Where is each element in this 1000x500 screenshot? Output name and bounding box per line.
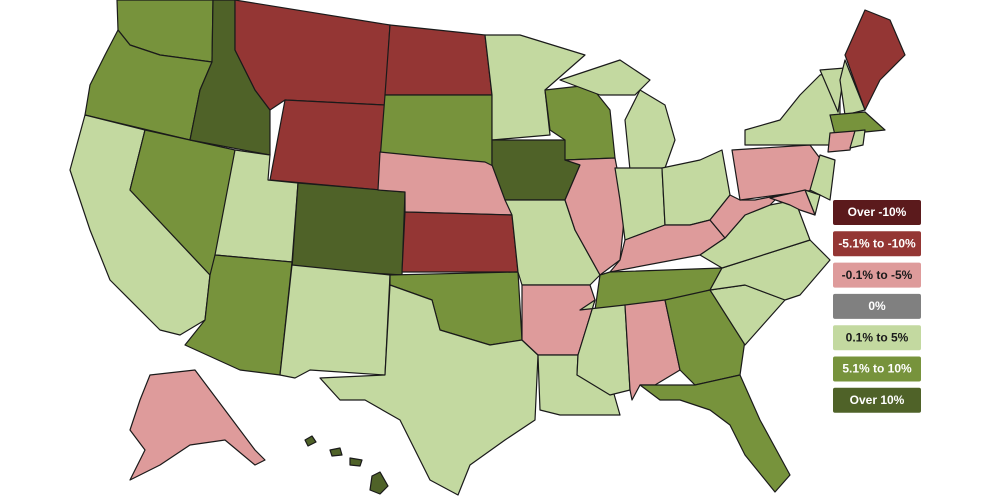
states: [69, 0, 906, 496]
state: [369, 471, 389, 495]
legend: Over -10% -5.1% to -10% -0.1% to -5% 0% 0.1%…: [833, 200, 921, 413]
state: [809, 154, 836, 201]
state: [744, 69, 841, 146]
state: [319, 284, 539, 496]
state: [769, 189, 816, 216]
state: [304, 435, 317, 447]
state: [849, 129, 866, 149]
legend-label: 0%: [868, 299, 886, 313]
legend-swatch: [833, 387, 921, 413]
state: [384, 24, 493, 96]
state: [827, 130, 856, 153]
legend-label: -5.1% to -10%: [838, 236, 916, 250]
state: [234, 0, 391, 111]
legend-swatch: [833, 200, 921, 225]
legend-swatch: [833, 293, 921, 319]
legend-label: Over 10%: [850, 393, 905, 407]
legend-label: Over -10%: [848, 205, 907, 219]
state: [559, 59, 651, 96]
state: [269, 99, 386, 191]
state: [401, 211, 519, 273]
legend-swatch: [833, 356, 921, 382]
state: [279, 264, 391, 379]
legend-swatch: [833, 231, 921, 257]
state: [639, 374, 791, 493]
legend-label: 0.1% to 5%: [846, 330, 909, 344]
legend-label: -0.1% to -5%: [842, 268, 913, 282]
legend-label: 5.1% to 10%: [842, 362, 912, 376]
state: [349, 457, 363, 467]
state: [709, 194, 781, 239]
state: [291, 182, 406, 276]
state: [709, 239, 831, 301]
legend-swatch: [833, 325, 921, 351]
state: [329, 447, 343, 457]
state: [829, 111, 886, 136]
state: [624, 89, 676, 171]
state: [844, 9, 906, 111]
legend-swatch: [833, 262, 921, 288]
state: [129, 369, 266, 481]
